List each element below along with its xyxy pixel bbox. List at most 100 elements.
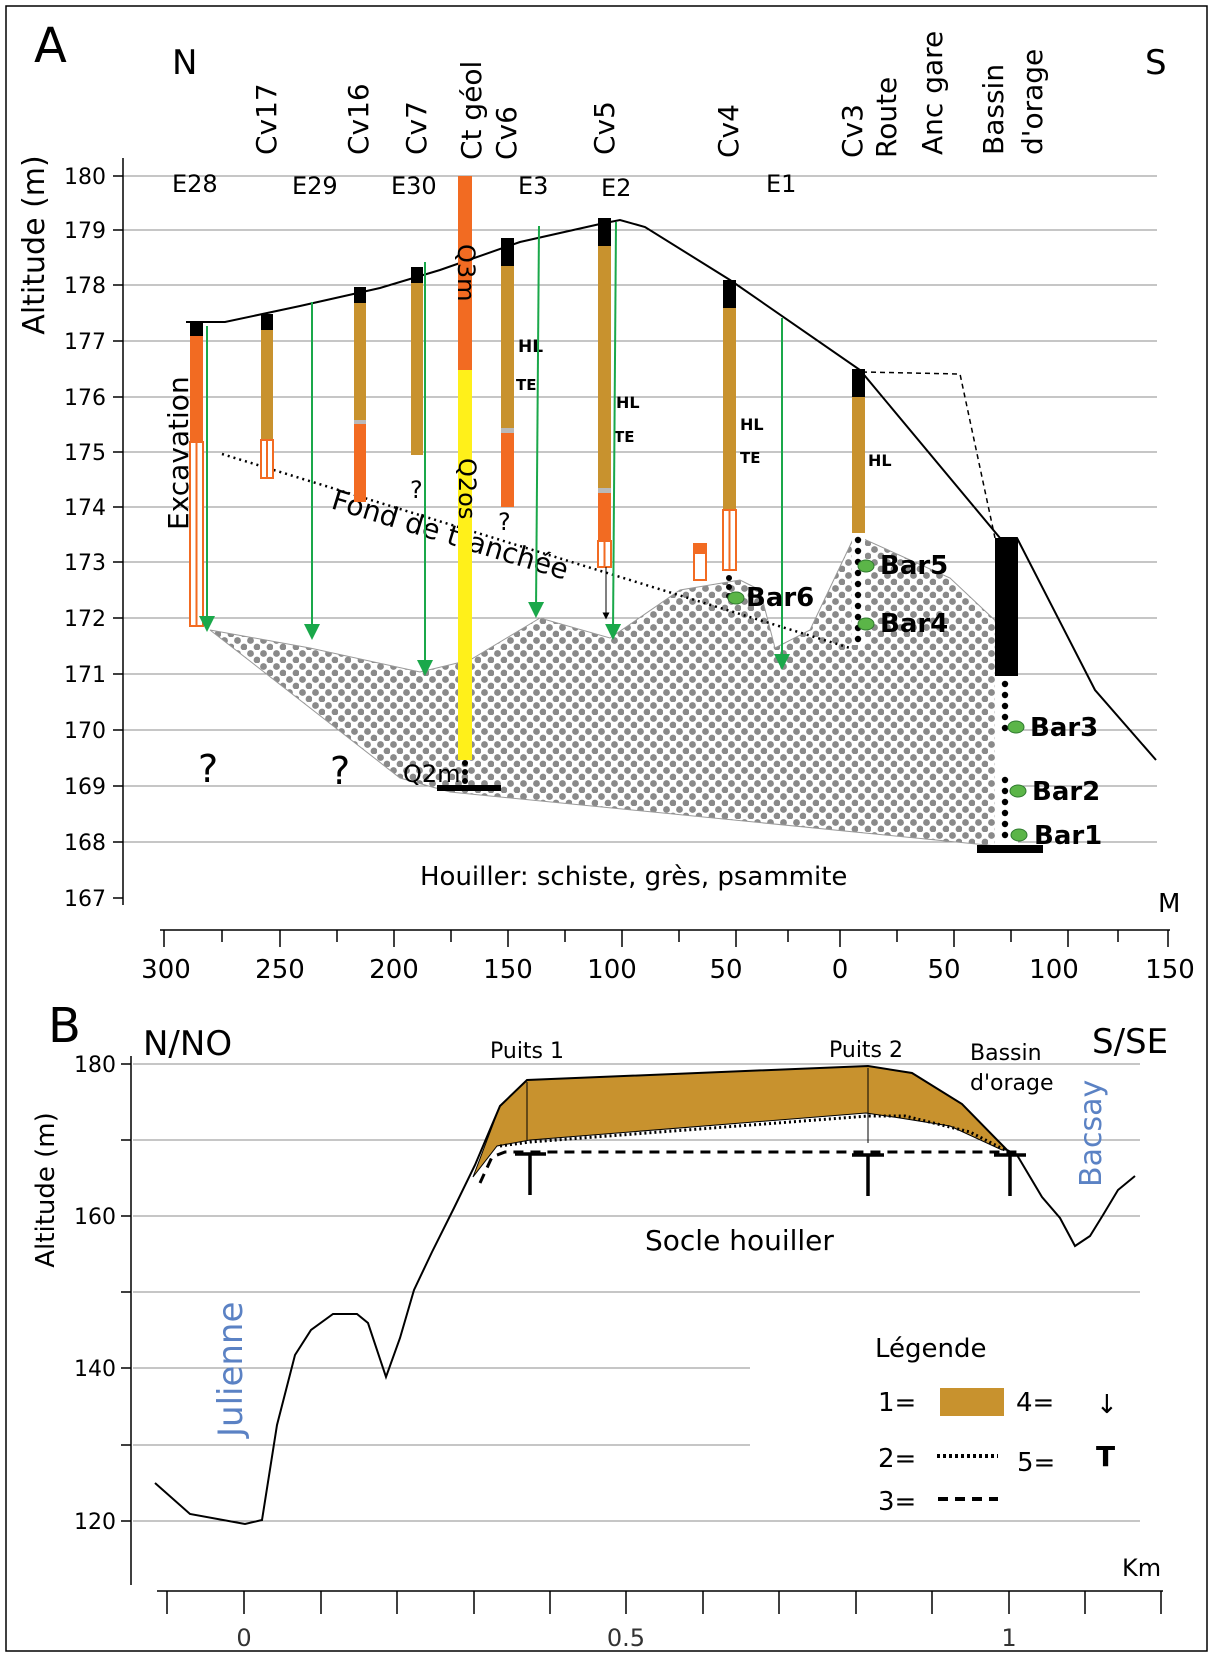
e-label: E2 xyxy=(601,174,631,202)
panel-b-north-label: N/NO xyxy=(143,1024,232,1064)
y-tick-label: 173 xyxy=(64,551,106,576)
borehole-ct-geol-q3m xyxy=(458,176,472,370)
panel-b-gridlines xyxy=(133,1063,1140,1522)
question-mark: ? xyxy=(498,508,511,536)
x-tick-label: 50 xyxy=(709,955,742,985)
excavation-cap xyxy=(190,322,203,336)
e-label: E30 xyxy=(391,172,437,200)
y-tick-label: 170 xyxy=(64,719,106,744)
question-mark: ? xyxy=(410,476,423,504)
column-label-dorage: d'orage xyxy=(1016,49,1049,155)
column-label-cv6: Cv6 xyxy=(490,106,523,160)
borehole-cv16 xyxy=(354,303,366,423)
panel-b-letter: B xyxy=(48,998,81,1054)
column-label-cv4: Cv4 xyxy=(712,104,745,158)
panel-b-y-axis-label: Altitude (m) xyxy=(31,1112,61,1267)
bassin-base-bar xyxy=(977,845,1043,853)
excavation-label: Excavation xyxy=(162,376,195,530)
te-label: TE xyxy=(740,449,760,467)
borehole-cv17 xyxy=(261,330,273,440)
excavation-core-orange xyxy=(190,336,203,442)
panel-b-x-unit: Km xyxy=(1122,1554,1161,1582)
panel-a-north-label: N xyxy=(172,43,197,83)
hl-label: HL xyxy=(740,415,764,434)
panel-a-column-labels: Cv17 Cv16 Cv7 Ct géol Cv6 Cv5 Cv4 Cv3 Ro… xyxy=(250,31,1049,160)
legend-item-2: 2= xyxy=(878,1444,916,1474)
y-tick-label: 120 xyxy=(74,1510,116,1535)
hl-label: HL xyxy=(616,393,640,412)
ct-geol-base-bar xyxy=(437,785,501,791)
bar6-label: Bar6 xyxy=(746,583,814,613)
question-marks: ? ? xyxy=(198,747,350,793)
puits2-label: Puits 2 xyxy=(829,1038,903,1063)
dashed-boundary xyxy=(478,1150,1020,1184)
y-tick-label: 168 xyxy=(64,831,106,856)
q2m-label: Q2m xyxy=(403,760,461,788)
panel-b: B N/NO S/SE Altitude (m) 180 160 140 120 xyxy=(31,998,1168,1652)
panel-a-e-labels: E28 E29 E30 E3 E2 E1 xyxy=(172,170,796,202)
hl-label: HL xyxy=(518,337,543,357)
question-mark: ? xyxy=(198,747,218,791)
y-tick-label: 179 xyxy=(64,219,106,244)
bar-markers xyxy=(727,559,1028,842)
borehole-cv6 xyxy=(501,266,514,428)
borehole-cv3 xyxy=(852,397,865,533)
panel-a-x-unit: M xyxy=(1158,889,1180,919)
puits1-label: Puits 1 xyxy=(490,1039,564,1064)
legend-item-1: 1= xyxy=(878,1388,916,1418)
y-tick-label: 140 xyxy=(74,1357,116,1382)
legend-t-symbol: T xyxy=(1096,1440,1115,1473)
topographic-profile-line xyxy=(154,1064,1136,1526)
x-tick-label: 150 xyxy=(483,955,533,985)
x-tick-label: 100 xyxy=(1029,955,1079,985)
panel-a-y-axis-ticks xyxy=(113,175,123,899)
y-tick-label: 175 xyxy=(64,441,106,466)
e-label: E1 xyxy=(766,170,796,198)
y-tick-label: 160 xyxy=(74,1205,116,1230)
panel-a-letter: A xyxy=(34,18,67,74)
question-mark: ? xyxy=(330,749,350,793)
bar4-label: Bar4 xyxy=(880,609,948,639)
trench-bottom-line xyxy=(221,452,851,650)
y-tick-label: 167 xyxy=(64,887,106,912)
panel-a-x-ticks xyxy=(163,930,1169,947)
column-label-cv3: Cv3 xyxy=(836,104,869,158)
y-tick-label: 169 xyxy=(64,775,106,800)
bar-labels: Bar1 Bar2 Bar3 Bar4 Bar5 Bar6 xyxy=(746,551,1102,851)
panel-b-x-ticks xyxy=(166,1591,1162,1614)
column-label-cv7: Cv7 xyxy=(400,101,433,155)
panel-a-x-tick-labels: 300 250 200 150 100 50 0 50 100 150 xyxy=(141,955,1195,985)
y-tick-label: 176 xyxy=(64,386,106,411)
bassin-label-2: d'orage xyxy=(970,1071,1054,1096)
x-tick-label: 1 xyxy=(1001,1624,1016,1652)
y-tick-label: 174 xyxy=(64,496,106,521)
x-tick-label: 300 xyxy=(141,955,191,985)
e-label: E3 xyxy=(518,172,548,200)
x-tick-label: 0 xyxy=(832,955,849,985)
borehole-cv5 xyxy=(598,246,611,490)
borehole-ct-geol-q2os xyxy=(458,370,472,760)
column-label-cv16: Cv16 xyxy=(342,83,375,155)
legend-item-4: 4= xyxy=(1016,1388,1054,1418)
panel-a: A N S Altitude (m) xyxy=(17,18,1195,985)
y-tick-label: 180 xyxy=(74,1053,116,1078)
legend-arrow-symbol: ↓ xyxy=(1096,1390,1118,1420)
column-label-anc-gare: Anc gare xyxy=(916,31,949,155)
column-label-cv17: Cv17 xyxy=(250,83,283,155)
column-label-ct-geol: Ct géol xyxy=(455,61,488,160)
legend-item-3: 3= xyxy=(878,1487,916,1517)
te-label: TE xyxy=(516,376,536,394)
borehole-bassin xyxy=(995,538,1018,676)
x-tick-label: 0.5 xyxy=(607,1624,645,1652)
panel-a-south-label: S xyxy=(1145,43,1167,83)
y-tick-label: 180 xyxy=(64,165,106,190)
x-tick-label: 250 xyxy=(255,955,305,985)
figure-frame xyxy=(5,5,1208,1652)
x-tick-label: 150 xyxy=(1145,955,1195,985)
bar5-label: Bar5 xyxy=(880,551,948,581)
legend-swatch-1 xyxy=(940,1388,1004,1416)
x-tick-label: 200 xyxy=(369,955,419,985)
q3m-label: Q3m xyxy=(452,244,480,302)
y-tick-label: 177 xyxy=(64,330,106,355)
panel-b-x-tick-labels: 0 0.5 1 xyxy=(236,1624,1016,1652)
